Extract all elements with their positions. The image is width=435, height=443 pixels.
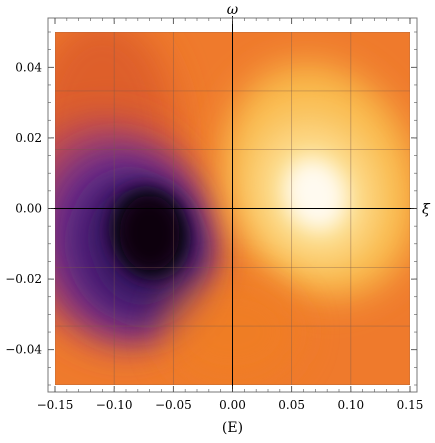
y-tick-label-1: 0.02 <box>15 131 42 145</box>
heatmap-minimum-core <box>119 195 180 272</box>
y-tick-label-4: −0.04 <box>5 343 42 357</box>
heatmap-high-layer-3 <box>284 159 347 230</box>
x-tick-label-3: 0.00 <box>219 398 246 412</box>
x-tick-label-1: −0.10 <box>96 398 133 412</box>
x-tick-label-6: 0.15 <box>397 398 424 412</box>
x-tick-label-4: 0.05 <box>278 398 305 412</box>
ticks: −0.15 −0.10 −0.05 0.00 0.05 0.10 0.15 0.04 0.02 0… <box>5 18 423 412</box>
x-tick-label-0: −0.15 <box>37 398 74 412</box>
y-axis-label: ω <box>227 2 239 18</box>
plot-area <box>55 32 410 385</box>
y-tick-label-0: 0.04 <box>15 60 42 74</box>
axes <box>48 16 417 392</box>
y-tick-label-2: 0.00 <box>15 202 42 216</box>
x-tick-label-5: 0.10 <box>337 398 364 412</box>
panel-caption: (E) <box>222 420 243 436</box>
x-tick-label-2: −0.05 <box>155 398 192 412</box>
x-axis-label: ξ <box>422 202 431 218</box>
y-tick-label-3: −0.02 <box>5 272 42 286</box>
